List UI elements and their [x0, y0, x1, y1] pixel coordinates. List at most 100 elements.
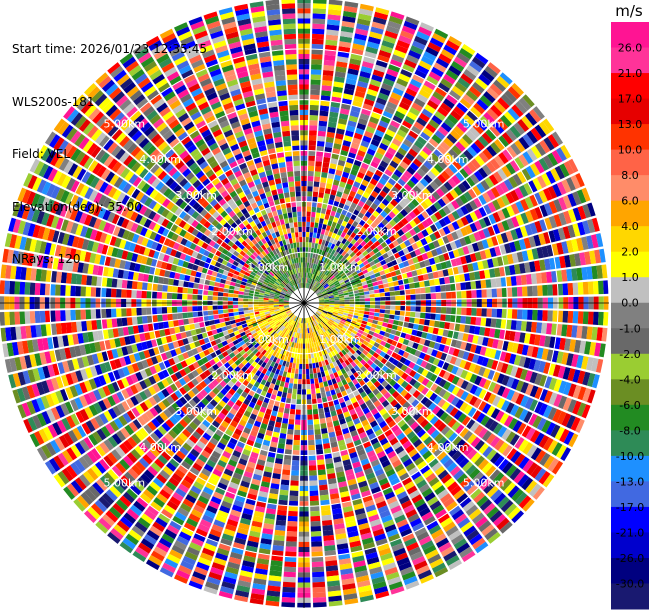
range-gate: [280, 354, 286, 361]
range-gate: [192, 335, 199, 342]
range-gate: [254, 327, 261, 333]
range-gate: [230, 420, 239, 428]
range-gate: [341, 220, 348, 227]
range-gate: [342, 583, 356, 591]
range-gate: [157, 401, 167, 411]
range-gate: [338, 345, 344, 352]
ray: [16, 308, 290, 419]
range-gate: [341, 406, 349, 414]
range-gate: [274, 529, 286, 537]
ray: [318, 232, 604, 301]
ray: [318, 306, 601, 389]
range-gate: [220, 322, 226, 328]
range-gate: [582, 281, 589, 295]
range-gate: [151, 418, 161, 428]
range-gate: [305, 277, 308, 283]
range-gate: [328, 595, 342, 602]
range-gate: [375, 538, 388, 547]
range-gate: [400, 30, 414, 40]
range-gate: [376, 97, 387, 106]
range-gate: [211, 562, 225, 571]
range-gate: [311, 561, 324, 568]
range-gate: [218, 424, 227, 433]
range-gate: [54, 437, 66, 451]
range-gate: [240, 402, 248, 410]
range-gate: [534, 160, 545, 174]
range-gate: [489, 83, 503, 96]
range-gate: [445, 69, 459, 81]
range-gate: [216, 342, 224, 349]
range-gate: [393, 224, 401, 232]
range-gate: [572, 191, 582, 206]
range-gate: [382, 519, 395, 528]
range-gate: [45, 442, 57, 457]
range-gate: [219, 346, 226, 354]
range-gate: [169, 458, 180, 468]
range-gate: [370, 408, 379, 416]
range-gate: [493, 100, 507, 114]
range-gate: [433, 395, 442, 405]
range-gate: [323, 294, 329, 298]
range-gate: [547, 310, 553, 322]
range-gate: [243, 410, 252, 418]
range-gate: [359, 326, 365, 332]
range-gate: [368, 349, 376, 356]
range-gate: [178, 432, 188, 442]
range-gate: [312, 331, 316, 338]
range-gate: [276, 509, 287, 516]
range-gate: [319, 303, 325, 305]
range-gate: [322, 223, 327, 230]
range-gate: [341, 238, 347, 245]
range-gate: [264, 345, 270, 352]
range-gate: [320, 95, 331, 102]
range-gate: [477, 336, 484, 346]
range-gate: [365, 187, 373, 195]
range-gate: [422, 188, 432, 197]
range-gate: [311, 38, 324, 45]
range-gate: [435, 537, 450, 549]
range-gate: [388, 581, 403, 591]
range-gate: [469, 344, 477, 353]
range-gate: [153, 404, 163, 414]
range-gate: [329, 275, 335, 280]
range-gate: [385, 571, 400, 581]
range-gate: [233, 330, 240, 336]
range-gate: [464, 224, 473, 235]
range-gate: [477, 167, 488, 179]
range-gate: [288, 351, 292, 358]
range-gate: [190, 508, 203, 519]
range-gate: [443, 477, 456, 488]
range-gate: [370, 486, 382, 495]
range-gate: [107, 395, 116, 407]
range-gate: [182, 375, 191, 384]
range-gate: [251, 520, 263, 528]
range-gate: [311, 326, 315, 333]
range-gate: [306, 221, 311, 227]
range-gate: [327, 280, 333, 285]
range-gate: [530, 273, 538, 285]
range-gate: [427, 272, 434, 280]
range-gate: [437, 237, 445, 247]
range-gate: [323, 348, 328, 355]
range-gate: [228, 388, 236, 396]
range-gate: [162, 343, 170, 352]
range-gate: [530, 321, 538, 333]
range-gate: [348, 115, 359, 123]
range-gate: [328, 294, 334, 297]
range-gate: [455, 197, 464, 207]
ray: [72, 312, 293, 513]
range-gate: [381, 198, 390, 207]
range-gate: [445, 307, 452, 314]
range-gate: [100, 425, 111, 438]
range-gate: [568, 158, 579, 173]
range-gate: [536, 175, 547, 189]
range-gate: [396, 325, 403, 332]
range-gate: [389, 291, 396, 296]
range-gate: [341, 336, 347, 342]
range-gate: [543, 202, 553, 216]
range-gate: [319, 115, 328, 122]
range-gate: [312, 591, 326, 598]
range-gate: [139, 390, 148, 401]
range-gate: [543, 136, 555, 151]
range-gate: [440, 517, 453, 528]
